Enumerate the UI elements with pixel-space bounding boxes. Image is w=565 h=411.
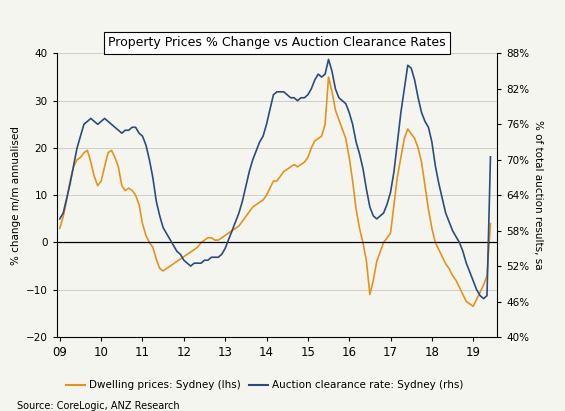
- Dwelling prices: Sydney (lhs): (2.01e+03, 3): Sydney (lhs): (2.01e+03, 3): [56, 226, 63, 231]
- Auction clearance rate: Sydney (rhs): (2.02e+03, 78): Sydney (rhs): (2.02e+03, 78): [346, 110, 353, 115]
- Dwelling prices: Sydney (lhs): (2.01e+03, -5): Sydney (lhs): (2.01e+03, -5): [167, 264, 173, 269]
- Y-axis label: % of total auction results, sa: % of total auction results, sa: [533, 120, 543, 270]
- Dwelling prices: Sydney (lhs): (2.02e+03, 18): Sydney (lhs): (2.02e+03, 18): [346, 155, 353, 160]
- Auction clearance rate: Sydney (rhs): (2.01e+03, 60): Sydney (rhs): (2.01e+03, 60): [56, 216, 63, 221]
- Auction clearance rate: Sydney (rhs): (2.01e+03, 56.5): Sydney (rhs): (2.01e+03, 56.5): [167, 237, 173, 242]
- Dwelling prices: Sydney (lhs): (2.02e+03, -13.5): Sydney (lhs): (2.02e+03, -13.5): [470, 304, 477, 309]
- Text: Source: CoreLogic, ANZ Research: Source: CoreLogic, ANZ Research: [17, 401, 180, 411]
- Auction clearance rate: Sydney (rhs): (2.01e+03, 76.5): Sydney (rhs): (2.01e+03, 76.5): [84, 119, 91, 124]
- Line: Dwelling prices: Sydney (lhs): Dwelling prices: Sydney (lhs): [60, 77, 490, 306]
- Dwelling prices: Sydney (lhs): (2.02e+03, 35): Sydney (lhs): (2.02e+03, 35): [325, 75, 332, 80]
- Title: Property Prices % Change vs Auction Clearance Rates: Property Prices % Change vs Auction Clea…: [108, 37, 446, 49]
- Auction clearance rate: Sydney (rhs): (2.02e+03, 70.5): Sydney (rhs): (2.02e+03, 70.5): [487, 155, 494, 159]
- Dwelling prices: Sydney (lhs): (2.02e+03, 21.5): Sydney (lhs): (2.02e+03, 21.5): [311, 139, 318, 143]
- Line: Auction clearance rate: Sydney (rhs): Auction clearance rate: Sydney (rhs): [60, 59, 490, 299]
- Auction clearance rate: Sydney (rhs): (2.02e+03, 87): Sydney (rhs): (2.02e+03, 87): [325, 57, 332, 62]
- Y-axis label: % change m/m annualised: % change m/m annualised: [11, 126, 21, 265]
- Auction clearance rate: Sydney (rhs): (2.01e+03, 74): Sydney (rhs): (2.01e+03, 74): [260, 134, 267, 139]
- Dwelling prices: Sydney (lhs): (2.01e+03, 19.5): Sydney (lhs): (2.01e+03, 19.5): [84, 148, 91, 153]
- Dwelling prices: Sydney (lhs): (2.01e+03, 9): Sydney (lhs): (2.01e+03, 9): [260, 197, 267, 202]
- Legend: Dwelling prices: Sydney (lhs), Auction clearance rate: Sydney (rhs): Dwelling prices: Sydney (lhs), Auction c…: [62, 376, 467, 395]
- Auction clearance rate: Sydney (rhs): (2.02e+03, 46.5): Sydney (rhs): (2.02e+03, 46.5): [480, 296, 487, 301]
- Auction clearance rate: Sydney (rhs): (2.02e+03, 83.5): Sydney (rhs): (2.02e+03, 83.5): [311, 78, 318, 83]
- Auction clearance rate: Sydney (rhs): (2.02e+03, 84.5): Sydney (rhs): (2.02e+03, 84.5): [321, 72, 328, 76]
- Dwelling prices: Sydney (lhs): (2.02e+03, 4): Sydney (lhs): (2.02e+03, 4): [487, 221, 494, 226]
- Dwelling prices: Sydney (lhs): (2.02e+03, 25): Sydney (lhs): (2.02e+03, 25): [321, 122, 328, 127]
